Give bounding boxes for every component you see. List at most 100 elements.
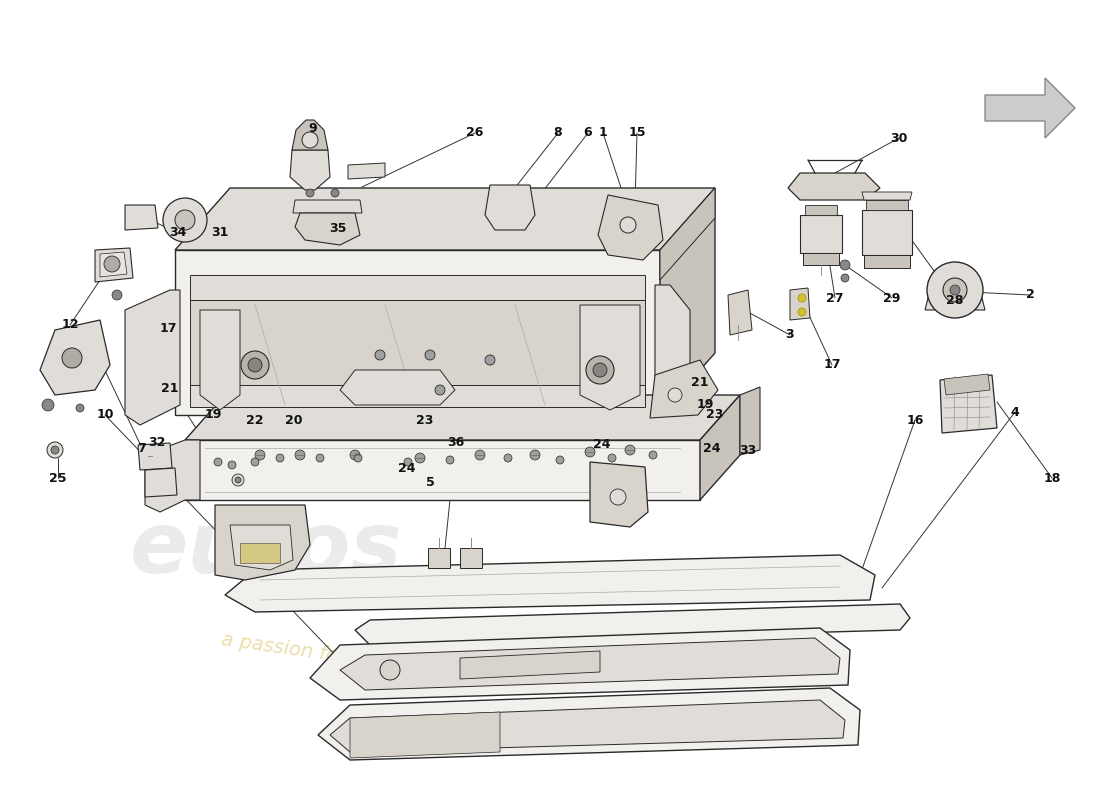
Text: 31: 31: [211, 226, 229, 239]
Text: 27: 27: [826, 291, 844, 305]
Polygon shape: [330, 700, 845, 752]
Circle shape: [51, 446, 59, 454]
Text: 15: 15: [628, 126, 646, 139]
Text: 8: 8: [553, 126, 562, 139]
Polygon shape: [125, 205, 158, 230]
Text: 32: 32: [148, 437, 166, 450]
Polygon shape: [590, 462, 648, 527]
Polygon shape: [190, 300, 645, 400]
Polygon shape: [290, 150, 330, 190]
Polygon shape: [190, 385, 645, 407]
Polygon shape: [862, 192, 912, 200]
Circle shape: [593, 363, 607, 377]
Polygon shape: [925, 290, 985, 310]
Text: 6: 6: [584, 126, 592, 139]
Circle shape: [798, 308, 806, 316]
Text: 23: 23: [706, 409, 724, 422]
Circle shape: [608, 454, 616, 462]
Polygon shape: [175, 250, 660, 415]
Polygon shape: [310, 628, 850, 700]
Polygon shape: [866, 200, 908, 210]
Polygon shape: [100, 252, 126, 277]
Polygon shape: [240, 543, 280, 563]
Polygon shape: [650, 360, 718, 418]
Circle shape: [241, 351, 270, 379]
Polygon shape: [200, 310, 240, 410]
Polygon shape: [138, 443, 172, 470]
Text: 33: 33: [739, 443, 757, 457]
Circle shape: [504, 454, 512, 462]
Text: 3: 3: [785, 329, 794, 342]
Circle shape: [331, 189, 339, 197]
Text: 29: 29: [883, 291, 901, 305]
Circle shape: [404, 458, 412, 466]
Polygon shape: [230, 525, 293, 570]
Polygon shape: [984, 78, 1075, 138]
Circle shape: [255, 450, 265, 460]
Circle shape: [248, 358, 262, 372]
Polygon shape: [460, 548, 482, 568]
Polygon shape: [790, 288, 810, 320]
Circle shape: [350, 450, 360, 460]
Polygon shape: [805, 205, 837, 215]
Text: 19: 19: [696, 398, 714, 411]
Text: 20: 20: [285, 414, 303, 426]
Text: 28: 28: [946, 294, 964, 306]
Circle shape: [235, 477, 241, 483]
Text: 35: 35: [329, 222, 346, 234]
Circle shape: [425, 350, 435, 360]
Polygon shape: [800, 215, 842, 253]
Circle shape: [382, 722, 398, 738]
Polygon shape: [295, 213, 360, 245]
Circle shape: [950, 285, 960, 295]
Polygon shape: [185, 440, 700, 500]
Circle shape: [556, 456, 564, 464]
Text: 1: 1: [598, 126, 607, 139]
Circle shape: [228, 461, 236, 469]
Polygon shape: [654, 285, 690, 410]
Polygon shape: [580, 305, 640, 410]
Circle shape: [610, 489, 626, 505]
Polygon shape: [40, 320, 110, 395]
Text: euros: euros: [130, 509, 403, 591]
Text: 25: 25: [50, 471, 67, 485]
Polygon shape: [226, 555, 875, 612]
Polygon shape: [145, 440, 200, 512]
Polygon shape: [660, 188, 715, 280]
Circle shape: [375, 350, 385, 360]
Circle shape: [475, 450, 485, 460]
Text: 9: 9: [309, 122, 317, 134]
Text: 2: 2: [1025, 289, 1034, 302]
Circle shape: [104, 256, 120, 272]
Polygon shape: [190, 275, 645, 300]
Text: a passion for parts since1985: a passion for parts since1985: [220, 630, 508, 690]
Polygon shape: [348, 163, 385, 179]
Polygon shape: [862, 210, 912, 255]
Circle shape: [42, 399, 54, 411]
Polygon shape: [660, 188, 715, 415]
Polygon shape: [214, 505, 310, 580]
Text: 18: 18: [1043, 471, 1060, 485]
Polygon shape: [350, 712, 500, 758]
Polygon shape: [175, 188, 715, 250]
Circle shape: [943, 278, 967, 302]
Circle shape: [446, 456, 454, 464]
Circle shape: [112, 290, 122, 300]
Circle shape: [649, 451, 657, 459]
Text: 10: 10: [97, 409, 113, 422]
Text: 7: 7: [138, 442, 146, 454]
Circle shape: [354, 454, 362, 462]
Text: 12: 12: [62, 318, 79, 331]
Polygon shape: [485, 185, 535, 230]
Polygon shape: [728, 290, 752, 335]
Circle shape: [415, 453, 425, 463]
Polygon shape: [292, 120, 328, 150]
Circle shape: [840, 260, 850, 270]
Text: 17: 17: [823, 358, 840, 371]
Polygon shape: [460, 651, 600, 679]
Text: 24: 24: [398, 462, 416, 474]
Polygon shape: [125, 290, 180, 425]
Circle shape: [302, 132, 318, 148]
Circle shape: [586, 356, 614, 384]
Text: 4: 4: [1011, 406, 1020, 418]
